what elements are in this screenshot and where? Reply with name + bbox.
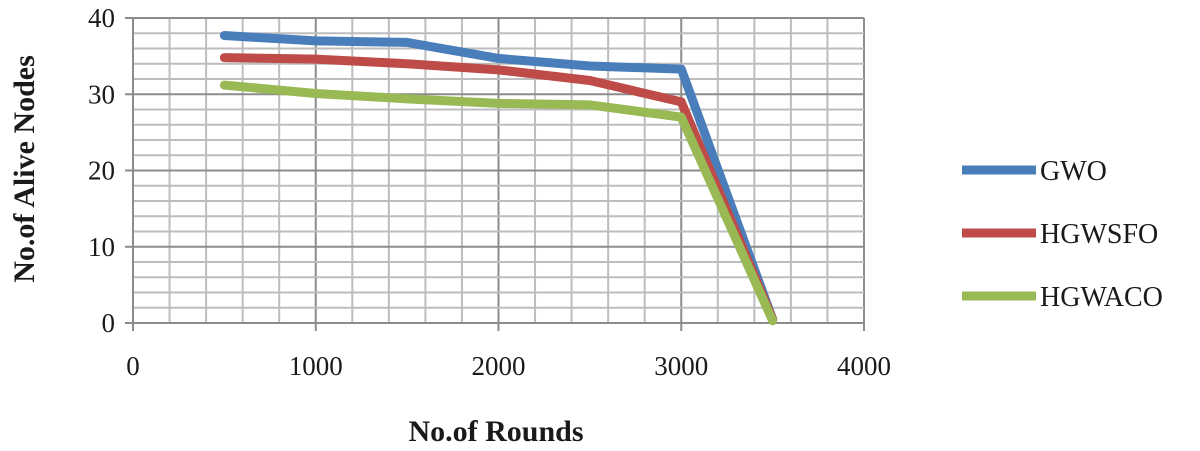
y-axis-title: No.of Alive Nodes <box>8 55 41 283</box>
y-tick-label: 20 <box>88 156 115 186</box>
y-tick-label: 40 <box>88 3 115 33</box>
x-tick-label: 3000 <box>654 351 708 381</box>
series-lines <box>219 31 778 326</box>
x-axis-title: No.of Rounds <box>408 415 583 448</box>
y-tick-label: 10 <box>88 232 115 262</box>
axes <box>125 17 865 331</box>
x-tick-labels: 0 1000 2000 3000 4000 <box>126 351 891 381</box>
series-line-hgwaco <box>219 80 778 326</box>
x-tick-label: 2000 <box>472 351 526 381</box>
legend: GWO HGWSFO HGWACO <box>962 156 1163 313</box>
series-line-gwo <box>219 31 778 324</box>
legend-label-gwo: GWO <box>1040 156 1107 187</box>
x-tick-label: 1000 <box>289 351 343 381</box>
x-tick-label: 4000 <box>837 351 891 381</box>
y-tick-label: 30 <box>88 79 115 109</box>
legend-label-hgwsfo: HGWSFO <box>1040 219 1158 250</box>
y-tick-label: 0 <box>102 308 116 338</box>
legend-label-hgwaco: HGWACO <box>1040 282 1163 313</box>
series-line-hgwsfo <box>219 53 778 324</box>
y-tick-labels: 0 10 20 30 40 <box>88 3 115 338</box>
x-tick-label: 0 <box>126 351 140 381</box>
grid-lines <box>132 17 865 324</box>
